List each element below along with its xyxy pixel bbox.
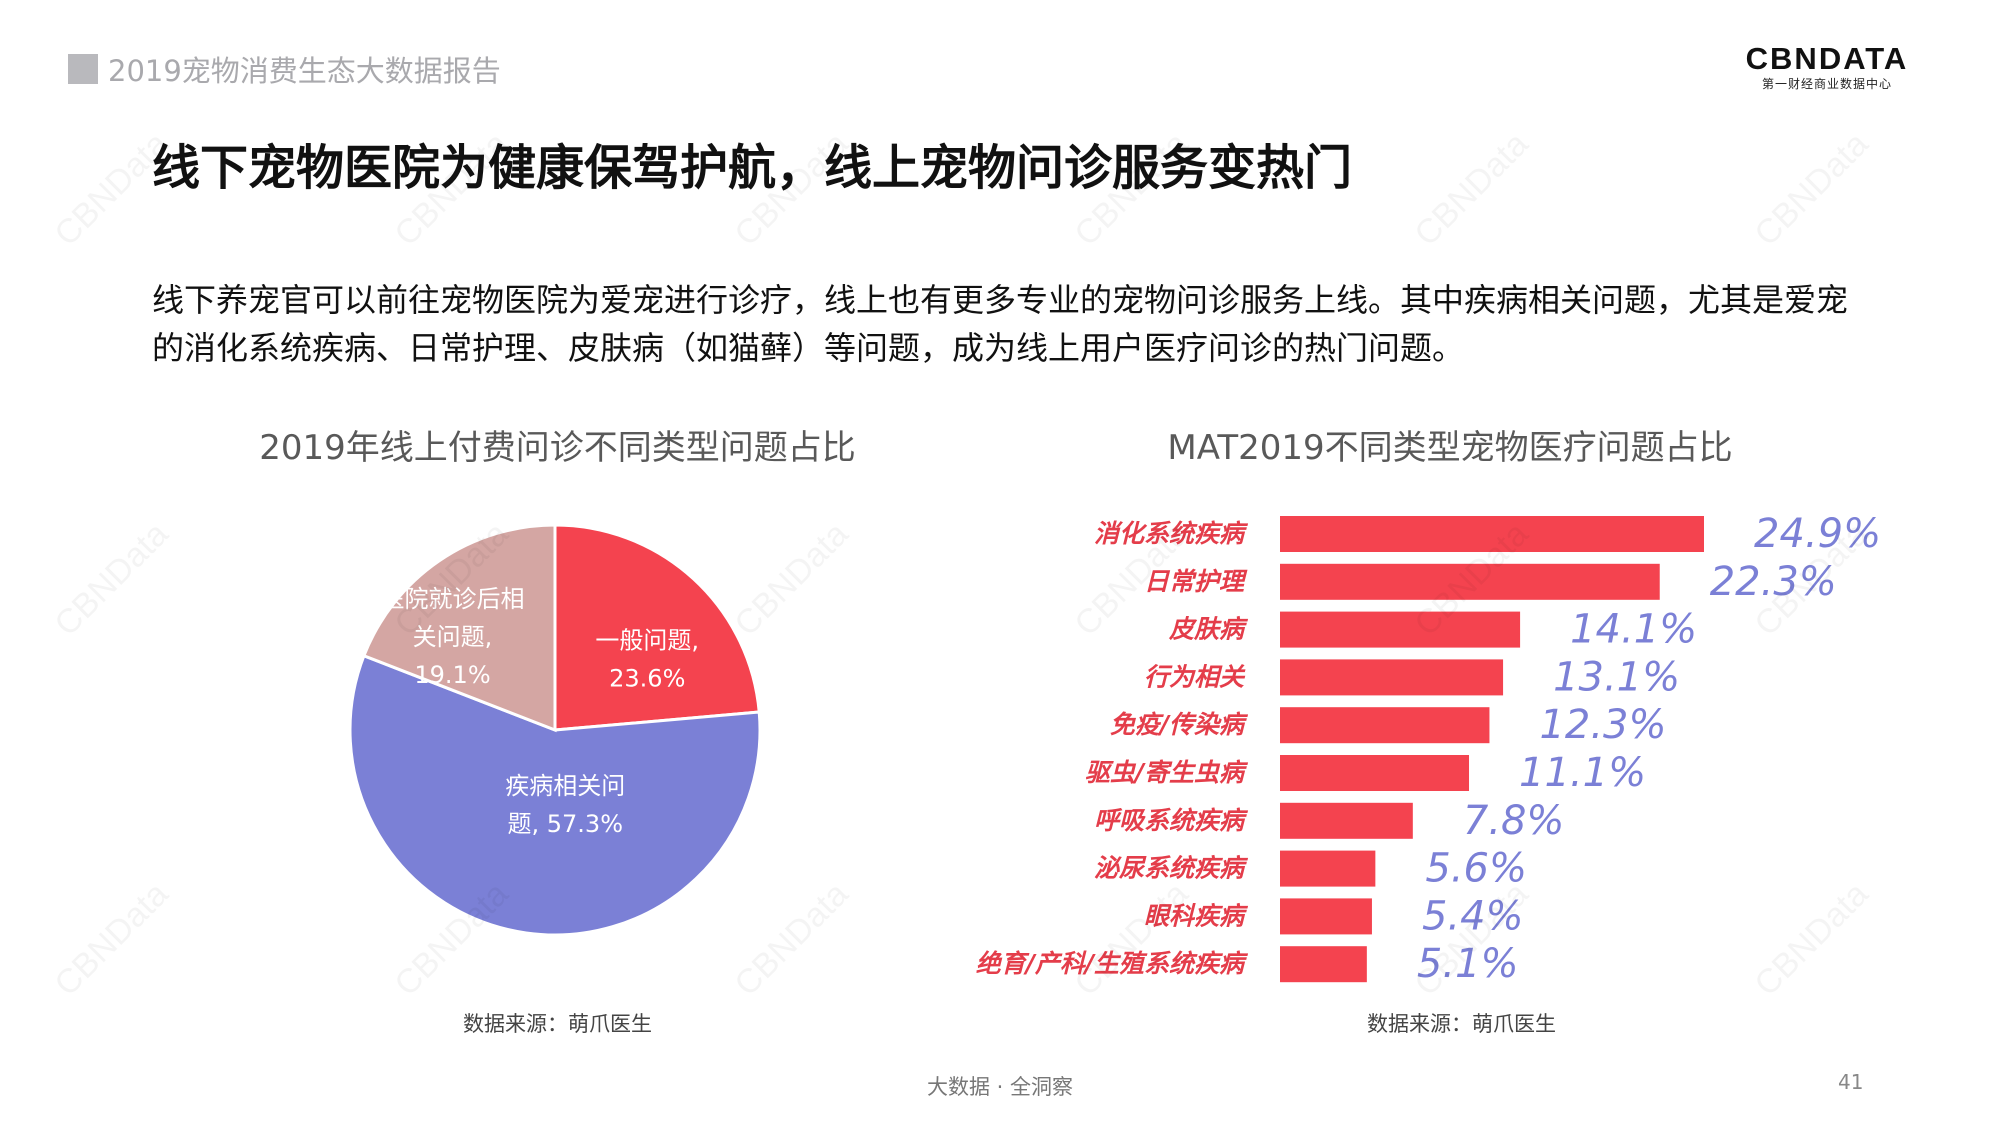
bar [1280, 898, 1372, 935]
bar [1280, 850, 1376, 887]
pie-slice-label-2: 疾病相关问 [505, 772, 625, 800]
bar-category-label: 呼吸系统疾病 [1094, 806, 1249, 835]
bar-category-label: 行为相关 [1144, 662, 1246, 691]
pie-slice-2 [348, 653, 762, 937]
watermark: CBNData [47, 515, 176, 644]
pie-slice-label-1: 一般问题, [595, 626, 699, 654]
bar-value-label: 24.9% [1754, 511, 1881, 557]
bar [1280, 755, 1470, 791]
bar-category-label: 皮肤病 [1168, 615, 1249, 644]
logo-subtitle: 第一财经商业数据中心 [1761, 77, 1892, 91]
watermark: CBNData [47, 875, 176, 1004]
pie-slice-1 [553, 523, 761, 732]
bar-value-label: 5.4% [1422, 893, 1524, 939]
page-number: 41 [1838, 1070, 1864, 1094]
pie-chart-title: 2019年线上付费问诊不同类型问题占比 [259, 428, 856, 468]
bar-value-label: 11.1% [1519, 750, 1646, 796]
pie-slice-label-3: 医院就诊后相 [381, 585, 525, 613]
bar [1280, 707, 1490, 744]
watermark: CBNData [1747, 125, 1876, 254]
report-tag: 2019宠物消费生态大数据报告 [68, 48, 501, 90]
intro-paragraph: 线下养宠官可以前往宠物医院为爱宠进行诊疗，线上也有更多专业的宠物问诊服务上线。其… [152, 281, 1849, 367]
watermark: CBNData [1407, 125, 1536, 254]
pie-slice-label-3: 19.1% [414, 661, 490, 689]
bar-category-label: 驱虫/寄生虫病 [1085, 758, 1249, 787]
pie-slice-label-2: 题, 57.3% [508, 810, 624, 838]
bar-value-label: 14.1% [1570, 607, 1697, 653]
bar-category-label: 眼科疾病 [1144, 901, 1249, 930]
pie-slice-label-3: 关问题, [413, 623, 493, 651]
pie-chart-source: 数据来源：萌爪医生 [463, 1012, 652, 1036]
bar [1280, 802, 1413, 839]
bar-chart: 消化系统疾病 24.9% 日常护理 22.3% 皮肤病 14.1% 行为相关 13.1% 免疫/… [976, 511, 1881, 987]
bar-category-label: 日常护理 [1144, 567, 1248, 596]
bar-chart-source: 数据来源：萌爪医生 [1367, 1012, 1556, 1036]
report-tag-square [68, 54, 98, 84]
bar [1280, 563, 1660, 600]
bar-value-label: 13.1% [1553, 654, 1680, 700]
bar-category-label: 免疫/传染病 [1110, 710, 1249, 739]
bar-category-label: 绝育/产科/生殖系统疾病 [976, 949, 1249, 978]
bar-value-label: 5.1% [1417, 941, 1519, 987]
bar [1280, 516, 1704, 552]
bar-value-label: 12.3% [1539, 702, 1666, 748]
bar [1280, 611, 1521, 648]
bar-category-label: 消化系统疾病 [1094, 519, 1249, 548]
bar-value-label: 22.3% [1710, 559, 1837, 605]
report-tag-text: 2019宠物消费生态大数据报告 [108, 54, 501, 88]
bar [1280, 946, 1367, 983]
pie-slice-3 [361, 523, 557, 733]
page-title: 线下宠物医院为健康保驾护航，线上宠物问诊服务变热门 [152, 140, 1353, 196]
bar-chart-title: MAT2019不同类型宠物医疗问题占比 [1167, 428, 1733, 468]
cbndata-logo: CBNDATA 第一财经商业数据中心 [1742, 42, 1912, 92]
footer-slogan: 大数据 · 全洞察 [926, 1075, 1074, 1099]
bar-value-label: 7.8% [1463, 798, 1565, 844]
bar-value-label: 5.6% [1425, 846, 1527, 892]
bar [1280, 659, 1504, 696]
bar-category-label: 泌尿系统疾病 [1094, 854, 1249, 883]
logo-brand: CBNDATA [1745, 41, 1909, 76]
pie-slice-label-1: 23.6% [609, 664, 685, 692]
